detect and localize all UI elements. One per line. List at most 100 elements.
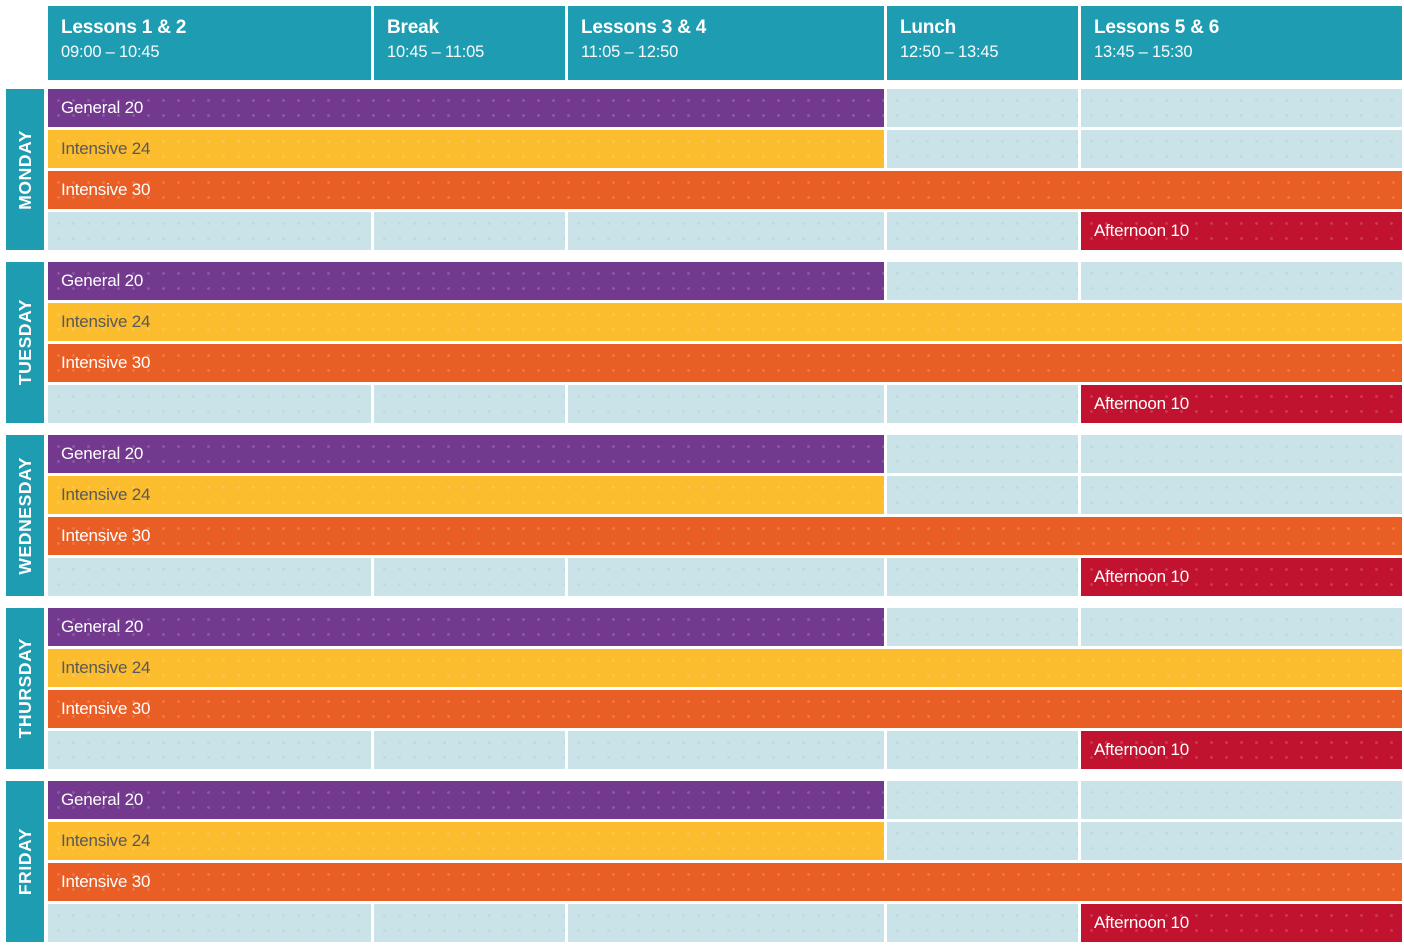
empty-cell	[887, 608, 1078, 646]
course-bar-intensive-24: Intensive 24	[48, 130, 884, 168]
empty-cell	[374, 558, 565, 596]
schedule-row: Intensive 30	[48, 863, 1402, 901]
schedule-row: General 20	[48, 89, 1402, 127]
course-bar-general-20: General 20	[48, 608, 884, 646]
day-block-friday: FRIDAY General 20 Intensive 24 Intensive 30…	[6, 781, 1402, 942]
schedule-row: Intensive 24	[48, 822, 1402, 860]
course-bar-general-20: General 20	[48, 435, 884, 473]
empty-cell	[1081, 130, 1402, 168]
column-header-lessons-5-6: Lessons 5 & 6 13:45 – 15:30	[1081, 6, 1402, 80]
day-label-tuesday: TUESDAY	[6, 262, 44, 423]
column-header-lessons-1-2: Lessons 1 & 2 09:00 – 10:45	[48, 6, 371, 80]
course-bar-afternoon-10: Afternoon 10	[1081, 731, 1402, 769]
day-label-text: WEDNESDAY	[14, 456, 35, 575]
schedule-row: General 20	[48, 608, 1402, 646]
course-bar-intensive-30: Intensive 30	[48, 690, 1402, 728]
empty-cell	[1081, 476, 1402, 514]
schedule-row: Intensive 30	[48, 171, 1402, 209]
schedule-row: Intensive 24	[48, 649, 1402, 687]
empty-cell	[887, 476, 1078, 514]
empty-cell	[887, 262, 1078, 300]
course-bar-intensive-24: Intensive 24	[48, 822, 884, 860]
schedule-row: Afternoon 10	[48, 731, 1402, 769]
schedule-row: Intensive 30	[48, 517, 1402, 555]
course-bar-intensive-24: Intensive 24	[48, 303, 1402, 341]
empty-cell	[887, 89, 1078, 127]
empty-cell	[1081, 781, 1402, 819]
schedule-row: Intensive 24	[48, 303, 1402, 341]
timeslot-time-range: 13:45 – 15:30	[1094, 42, 1193, 61]
empty-cell	[568, 558, 884, 596]
course-bar-intensive-30: Intensive 30	[48, 863, 1402, 901]
empty-cell	[887, 130, 1078, 168]
schedule-row: Intensive 30	[48, 344, 1402, 382]
course-bar-general-20: General 20	[48, 262, 884, 300]
empty-cell	[887, 731, 1078, 769]
day-rows: General 20 Intensive 24 Intensive 30 Aftern…	[48, 262, 1402, 423]
course-bar-afternoon-10: Afternoon 10	[1081, 558, 1402, 596]
column-header-lessons-3-4: Lessons 3 & 4 11:05 – 12:50	[568, 6, 884, 80]
timeslot-header-row: Lessons 1 & 2 09:00 – 10:45 Break 10:45 – 1…	[6, 6, 1402, 80]
empty-cell	[374, 904, 565, 942]
course-bar-intensive-30: Intensive 30	[48, 517, 1402, 555]
course-bar-general-20: General 20	[48, 781, 884, 819]
empty-cell	[48, 385, 371, 423]
timeslot-title: Lessons 3 & 4	[581, 17, 707, 38]
course-bar-afternoon-10: Afternoon 10	[1081, 212, 1402, 250]
column-header-break: Break 10:45 – 11:05	[374, 6, 565, 80]
empty-cell	[568, 904, 884, 942]
empty-cell	[887, 822, 1078, 860]
column-header-lunch: Lunch 12:50 – 13:45	[887, 6, 1078, 80]
empty-cell	[1081, 608, 1402, 646]
schedule-row: Intensive 30	[48, 690, 1402, 728]
day-label-text: TUESDAY	[14, 299, 35, 386]
course-bar-afternoon-10: Afternoon 10	[1081, 904, 1402, 942]
schedule-row: General 20	[48, 262, 1402, 300]
course-bar-intensive-30: Intensive 30	[48, 344, 1402, 382]
empty-cell	[887, 385, 1078, 423]
schedule-row: General 20	[48, 435, 1402, 473]
day-label-text: THURSDAY	[14, 638, 35, 739]
timeslot-time-range: 11:05 – 12:50	[581, 42, 679, 61]
empty-cell	[374, 731, 565, 769]
schedule-row: Afternoon 10	[48, 558, 1402, 596]
day-rows: General 20 Intensive 24 Intensive 30 Aftern…	[48, 608, 1402, 769]
day-rows: General 20 Intensive 24 Intensive 30 Aftern…	[48, 781, 1402, 942]
empty-cell	[887, 212, 1078, 250]
empty-cell	[887, 558, 1078, 596]
schedule-row: Afternoon 10	[48, 385, 1402, 423]
timeslot-title: Lessons 5 & 6	[1094, 17, 1220, 38]
timeslot-time-range: 09:00 – 10:45	[61, 42, 160, 61]
empty-cell	[568, 731, 884, 769]
empty-cell	[1081, 262, 1402, 300]
schedule-row: Intensive 24	[48, 476, 1402, 514]
day-block-thursday: THURSDAY General 20 Intensive 24 Intensive …	[6, 608, 1402, 769]
empty-cell	[48, 212, 371, 250]
empty-cell	[887, 435, 1078, 473]
day-label-wednesday: WEDNESDAY	[6, 435, 44, 596]
empty-cell	[48, 558, 371, 596]
course-bar-intensive-24: Intensive 24	[48, 649, 1402, 687]
schedule-row: Intensive 24	[48, 130, 1402, 168]
day-label-friday: FRIDAY	[6, 781, 44, 942]
timeslot-time-range: 10:45 – 11:05	[387, 42, 485, 61]
empty-cell	[568, 212, 884, 250]
day-label-text: FRIDAY	[14, 827, 35, 896]
timeslot-title: Lunch	[900, 17, 956, 38]
day-rows: General 20 Intensive 24 Intensive 30 Aftern…	[48, 435, 1402, 596]
empty-cell	[48, 904, 371, 942]
empty-cell	[1081, 435, 1402, 473]
day-block-wednesday: WEDNESDAY General 20 Intensive 24 Intensive…	[6, 435, 1402, 596]
empty-cell	[374, 385, 565, 423]
timeslot-title: Lessons 1 & 2	[61, 17, 187, 38]
schedule-row: Afternoon 10	[48, 904, 1402, 942]
day-block-monday: MONDAY General 20 Intensive 24 Intensive 30…	[6, 89, 1402, 250]
timeslot-time-range: 12:50 – 13:45	[900, 42, 999, 61]
schedule-row: General 20	[48, 781, 1402, 819]
empty-cell	[48, 731, 371, 769]
empty-cell	[1081, 822, 1402, 860]
timeslot-header-cells: Lessons 1 & 2 09:00 – 10:45 Break 10:45 – 1…	[48, 6, 1402, 80]
weekly-timetable: Lessons 1 & 2 09:00 – 10:45 Break 10:45 – 1…	[0, 6, 1404, 952]
day-label-monday: MONDAY	[6, 89, 44, 250]
course-bar-general-20: General 20	[48, 89, 884, 127]
